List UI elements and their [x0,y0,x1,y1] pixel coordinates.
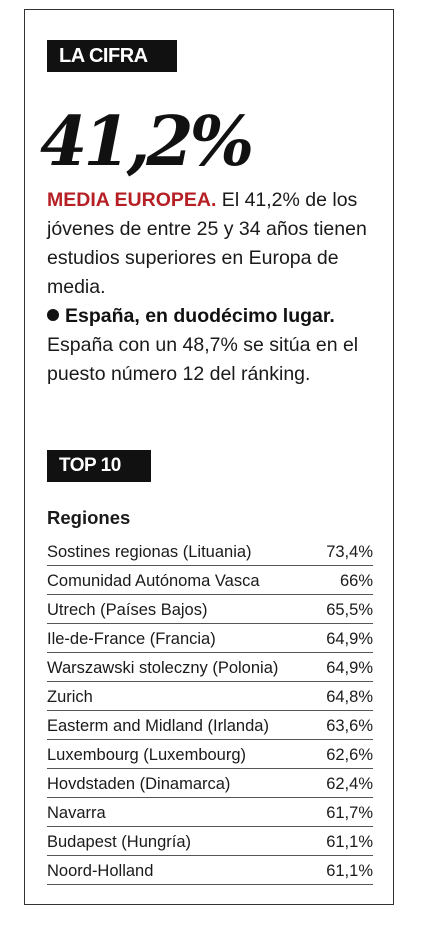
table-row: Hovdstaden (Dinamarca) 62,4% [47,769,373,798]
table-row: Comunidad Autónoma Vasca 66% [47,566,373,595]
paragraph2-text: España con un 48,7% se sitúa en el puest… [47,334,359,385]
table-row: Luxembourg (Luxembourg) 62,6% [47,740,373,769]
region-name: Zurich [47,688,93,706]
table-row: Budapest (Hungría) 61,1% [47,827,373,856]
region-value: 63,6% [326,717,373,735]
regions-table: Sostines regionas (Lituania) 73,4% Comuni… [47,537,373,885]
bullet-icon [47,309,59,321]
big-figure: 41,2% [40,102,254,182]
region-value: 61,1% [326,862,373,880]
region-value: 65,5% [326,601,373,619]
region-value: 64,8% [326,688,373,706]
infobox-frame [24,9,394,905]
region-name: Comunidad Autónoma Vasca [47,572,260,590]
region-name: Budapest (Hungría) [47,833,191,851]
region-value: 64,9% [326,630,373,648]
la-cifra-tag: LA CIFRA [47,40,177,72]
region-name: Ile-de-France (Francia) [47,630,216,648]
region-name: Utrech (Países Bajos) [47,601,208,619]
region-value: 62,6% [326,746,373,764]
region-name: Hovdstaden (Dinamarca) [47,775,231,793]
table-row: Zurich 64,8% [47,682,373,711]
table-row: Easterm and Midland (Irlanda) 63,6% [47,711,373,740]
paragraph1-text: El 41,2% de los jóvenes de entre 25 y 34… [47,189,367,298]
paragraph2-lead: España, en duodécimo lugar. [65,305,335,327]
table-row: Sostines regionas (Lituania) 73,4% [47,537,373,566]
region-name: Noord-Holland [47,862,154,880]
region-value: 61,1% [326,833,373,851]
region-value: 64,9% [326,659,373,677]
region-value: 73,4% [326,543,373,561]
region-value: 61,7% [326,804,373,822]
table-row: Noord-Holland 61,1% [47,856,373,885]
paragraph1-lead: MEDIA EUROPEA. [47,189,217,211]
table-row: Navarra 61,7% [47,798,373,827]
region-name: Navarra [47,804,106,822]
paragraph-espana: España, en duodécimo lugar. España con u… [47,302,377,389]
paragraph-media-europea: MEDIA EUROPEA. El 41,2% de los jóvenes d… [47,186,377,302]
table-row: Utrech (Países Bajos) 65,5% [47,595,373,624]
table-row: Warszawski stoleczny (Polonia) 64,9% [47,653,373,682]
table-row: Ile-de-France (Francia) 64,9% [47,624,373,653]
regiones-title: Regiones [47,507,131,528]
region-name: Easterm and Midland (Irlanda) [47,717,269,735]
region-value: 62,4% [326,775,373,793]
region-name: Sostines regionas (Lituania) [47,543,252,561]
region-name: Luxembourg (Luxembourg) [47,746,247,764]
region-name: Warszawski stoleczny (Polonia) [47,659,279,677]
region-value: 66% [339,572,373,590]
top-10-tag: TOP 10 [47,450,151,482]
